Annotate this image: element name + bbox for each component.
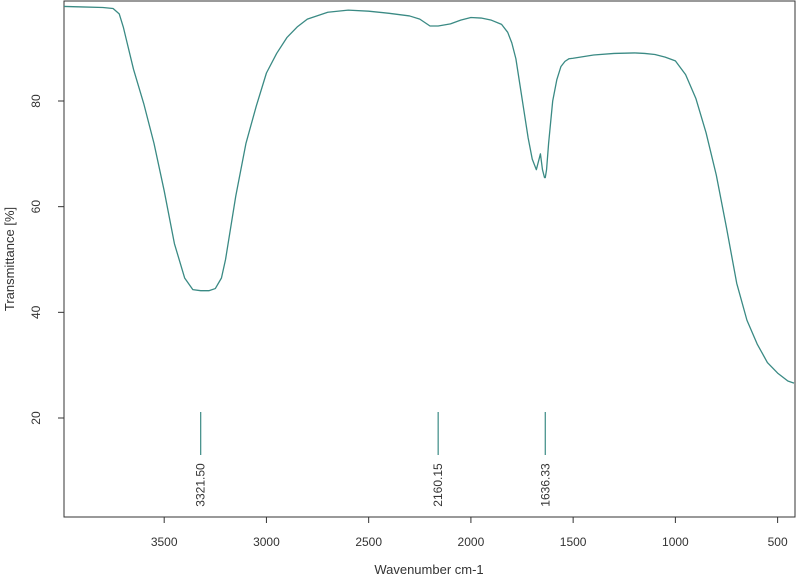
x-tick-label: 3500 (151, 535, 178, 549)
series-layer (63, 5, 795, 384)
x-tick-label: 2000 (458, 535, 485, 549)
y-tick-label: 80 (29, 94, 43, 108)
x-tick-label: 500 (768, 535, 788, 549)
peak-annotations: 3321.50 2160.15 1636.33 (194, 412, 552, 507)
x-tick-label: 3000 (253, 535, 280, 549)
y-axis-label: Transmittance [%] (2, 207, 17, 311)
y-tick-label: 40 (29, 305, 43, 319)
transmittance-series-line (63, 5, 795, 384)
y-tick-label: 60 (29, 200, 43, 214)
peak-label: 3321.50 (194, 463, 208, 507)
peak-label: 1636.33 (538, 463, 552, 507)
x-tick-label: 1000 (662, 535, 689, 549)
x-axis-label: Wavenumber cm-1 (374, 562, 483, 577)
peak-label: 2160.15 (431, 463, 445, 507)
x-tick-label: 1500 (560, 535, 587, 549)
x-tick-label: 2500 (355, 535, 382, 549)
x-axis: 3500 3000 2500 2000 1500 1000 500 (151, 517, 788, 549)
plot-frame (63, 0, 796, 518)
y-tick-label: 20 (29, 411, 43, 425)
y-axis: 20 40 60 80 (29, 94, 64, 425)
